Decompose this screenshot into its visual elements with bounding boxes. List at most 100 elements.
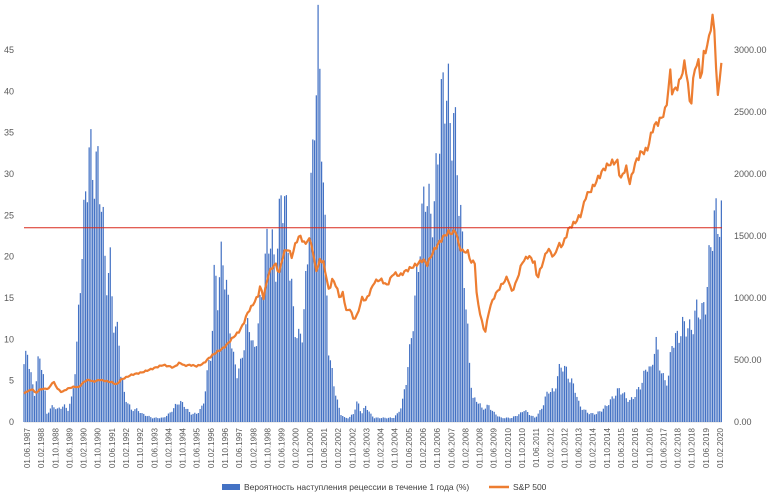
bar	[285, 195, 288, 422]
x-tick-label: 01.06.1997	[235, 427, 244, 468]
x-tick-label: 01.02.2012	[546, 427, 555, 468]
bar	[171, 411, 173, 422]
left-tick-label: 20	[4, 252, 14, 262]
bar	[592, 413, 594, 422]
bar	[625, 398, 627, 422]
bar	[239, 358, 242, 422]
bar	[671, 346, 673, 422]
left-tick-label: 0	[9, 417, 14, 427]
bar	[715, 198, 717, 422]
bar	[70, 396, 73, 422]
bar	[537, 413, 539, 422]
bar	[125, 401, 127, 422]
bar	[560, 367, 562, 422]
bar	[257, 323, 259, 422]
bar	[690, 329, 693, 422]
bar	[58, 407, 60, 422]
bar	[578, 400, 580, 422]
bar	[254, 346, 256, 422]
bar	[611, 396, 613, 422]
bar	[377, 417, 379, 422]
bar	[588, 414, 590, 422]
bar	[32, 384, 34, 422]
bar	[627, 401, 629, 422]
bar	[706, 286, 708, 422]
bar	[599, 411, 601, 422]
bar	[502, 418, 504, 422]
bar	[551, 388, 553, 422]
bar	[590, 413, 592, 422]
bar	[481, 407, 483, 422]
bar	[532, 415, 534, 422]
bar	[430, 213, 432, 422]
bar	[379, 418, 381, 422]
bar	[696, 299, 698, 422]
x-tick-label: 01.06.2005	[405, 427, 414, 468]
bar	[194, 412, 196, 422]
bar	[384, 417, 386, 422]
bar	[132, 411, 134, 422]
bar	[347, 418, 349, 422]
bar	[231, 348, 233, 422]
bar	[166, 415, 168, 422]
bar	[144, 415, 147, 422]
bar	[486, 404, 488, 422]
bar	[512, 416, 515, 422]
bar	[682, 316, 684, 422]
bar	[417, 272, 420, 422]
x-tick-label: 01.02.1998	[249, 427, 258, 468]
bar	[160, 417, 162, 422]
bar	[442, 72, 444, 423]
bar	[424, 211, 427, 422]
bar	[363, 407, 365, 422]
left-tick-label: 15	[4, 293, 14, 303]
bar	[648, 366, 650, 422]
bar	[35, 381, 37, 422]
bar	[650, 366, 652, 422]
bar	[507, 417, 509, 422]
bar	[269, 248, 272, 422]
bar	[129, 404, 131, 422]
bar	[329, 360, 332, 422]
bar	[127, 403, 129, 422]
x-tick-label: 01.02.2014	[589, 427, 598, 468]
bar	[511, 418, 513, 422]
bar	[33, 395, 36, 422]
bar	[40, 369, 43, 422]
x-tick-label: 01.06.2017	[659, 427, 668, 468]
x-tick-label: 01.10.2010	[518, 427, 527, 468]
bar	[69, 403, 71, 422]
bar	[93, 198, 96, 422]
bar	[65, 407, 67, 422]
x-tick-label: 01.06.1993	[150, 427, 159, 468]
bar	[391, 418, 393, 422]
bar	[440, 79, 442, 422]
bar	[660, 373, 663, 422]
bar	[655, 336, 657, 422]
bar	[315, 95, 317, 422]
left-tick-label: 30	[4, 169, 14, 179]
bar	[490, 409, 492, 422]
bar	[683, 321, 685, 422]
bar	[46, 413, 48, 422]
x-tick-label: 01.02.2018	[674, 427, 683, 468]
bar	[197, 413, 199, 422]
bar	[394, 415, 397, 422]
bar	[120, 376, 122, 422]
bar	[176, 404, 178, 422]
bar	[173, 408, 175, 422]
bar	[530, 415, 532, 422]
bar	[74, 374, 76, 422]
x-tick-label: 01.10.2002	[348, 427, 357, 468]
bar	[49, 408, 52, 422]
bar	[623, 392, 626, 422]
bar	[402, 398, 404, 422]
bar	[717, 234, 719, 422]
bar	[405, 385, 407, 422]
bar	[130, 409, 133, 422]
bar	[106, 295, 108, 422]
bar	[331, 368, 333, 422]
bar	[421, 203, 423, 422]
